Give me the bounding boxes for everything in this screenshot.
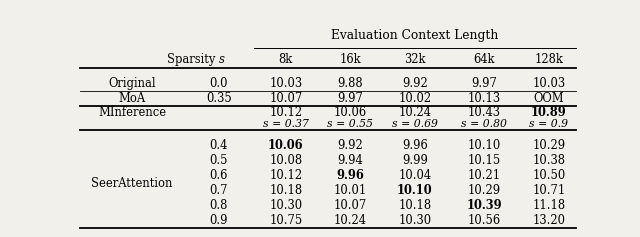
Text: 9.99: 9.99 <box>402 154 428 167</box>
Text: 10.02: 10.02 <box>398 92 431 105</box>
Text: 64k: 64k <box>474 53 495 66</box>
Text: 10.89: 10.89 <box>531 106 566 119</box>
Text: 10.56: 10.56 <box>468 214 501 227</box>
Text: 0.7: 0.7 <box>210 184 228 197</box>
Text: 10.08: 10.08 <box>269 154 303 167</box>
Text: 10.07: 10.07 <box>269 92 303 105</box>
Text: 9.96: 9.96 <box>402 139 428 152</box>
Text: 10.18: 10.18 <box>398 199 431 212</box>
Text: MInference: MInference <box>98 106 166 119</box>
Text: 10.12: 10.12 <box>269 106 303 119</box>
Text: 10.39: 10.39 <box>467 199 502 212</box>
Text: 8k: 8k <box>278 53 293 66</box>
Text: 0.6: 0.6 <box>210 169 228 182</box>
Text: SeerAttention: SeerAttention <box>92 177 173 190</box>
Text: 13.20: 13.20 <box>532 214 565 227</box>
Text: 10.38: 10.38 <box>532 154 565 167</box>
Text: 10.50: 10.50 <box>532 169 565 182</box>
Text: OOM: OOM <box>533 92 564 105</box>
Text: 16k: 16k <box>339 53 361 66</box>
Text: 0.4: 0.4 <box>210 139 228 152</box>
Text: 10.71: 10.71 <box>532 184 565 197</box>
Text: 10.43: 10.43 <box>468 106 500 119</box>
Text: 10.06: 10.06 <box>333 106 367 119</box>
Text: 10.12: 10.12 <box>269 169 303 182</box>
Text: 10.24: 10.24 <box>334 214 367 227</box>
Text: 9.97: 9.97 <box>471 77 497 90</box>
Text: 10.13: 10.13 <box>468 92 501 105</box>
Text: s = 0.80: s = 0.80 <box>461 119 507 129</box>
Text: 10.30: 10.30 <box>398 214 431 227</box>
Text: 10.01: 10.01 <box>333 184 367 197</box>
Text: 9.92: 9.92 <box>337 139 363 152</box>
Text: s = 0.9: s = 0.9 <box>529 119 568 129</box>
Text: 10.03: 10.03 <box>532 77 565 90</box>
Text: 10.10: 10.10 <box>468 139 501 152</box>
Text: 9.97: 9.97 <box>337 92 364 105</box>
Text: s = 0.37: s = 0.37 <box>263 119 308 129</box>
Text: 0.8: 0.8 <box>210 199 228 212</box>
Text: s = 0.55: s = 0.55 <box>328 119 373 129</box>
Text: s = 0.69: s = 0.69 <box>392 119 438 129</box>
Text: Evaluation Context Length: Evaluation Context Length <box>331 29 499 42</box>
Text: 10.75: 10.75 <box>269 214 303 227</box>
Text: Sparsity: Sparsity <box>167 53 219 66</box>
Text: 10.07: 10.07 <box>333 199 367 212</box>
Text: 10.18: 10.18 <box>269 184 303 197</box>
Text: 0.35: 0.35 <box>206 92 232 105</box>
Text: 10.24: 10.24 <box>398 106 431 119</box>
Text: 11.18: 11.18 <box>532 199 565 212</box>
Text: 10.21: 10.21 <box>468 169 501 182</box>
Text: 32k: 32k <box>404 53 426 66</box>
Text: 10.03: 10.03 <box>269 77 303 90</box>
Text: 10.15: 10.15 <box>468 154 501 167</box>
Text: 0.9: 0.9 <box>210 214 228 227</box>
Text: 9.96: 9.96 <box>337 169 364 182</box>
Text: 9.92: 9.92 <box>402 77 428 90</box>
Text: 10.06: 10.06 <box>268 139 303 152</box>
Text: 10.10: 10.10 <box>397 184 433 197</box>
Text: Original: Original <box>108 77 156 90</box>
Text: 128k: 128k <box>534 53 563 66</box>
Text: MoA: MoA <box>118 92 146 105</box>
Text: 10.30: 10.30 <box>269 199 303 212</box>
Text: 0.5: 0.5 <box>210 154 228 167</box>
Text: 10.29: 10.29 <box>468 184 501 197</box>
Text: 10.04: 10.04 <box>398 169 431 182</box>
Text: 10.29: 10.29 <box>532 139 565 152</box>
Text: s: s <box>219 53 225 66</box>
Text: 9.88: 9.88 <box>337 77 363 90</box>
Text: 9.94: 9.94 <box>337 154 363 167</box>
Text: 0.0: 0.0 <box>210 77 228 90</box>
